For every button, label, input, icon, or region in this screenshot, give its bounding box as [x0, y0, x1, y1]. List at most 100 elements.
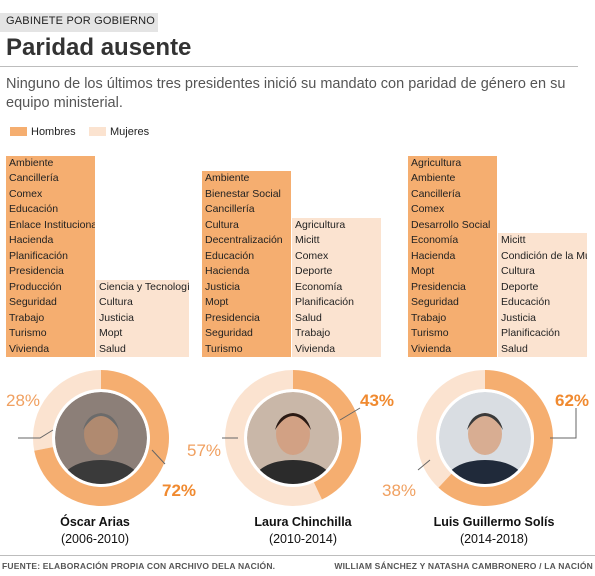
- president-term: (2010-2014): [268, 532, 338, 546]
- men-ministry-cell: Ambiente: [408, 171, 497, 187]
- leader-line-men: [550, 408, 577, 439]
- men-ministry-cell: Ambiente: [202, 171, 291, 187]
- legend-swatch-men: [10, 127, 27, 136]
- women-ministry-cell: Cultura: [96, 295, 189, 311]
- president-name: Óscar Arias: [60, 515, 130, 529]
- men-ministry-cell: Trabajo: [6, 310, 95, 326]
- women-ministry-cell: Planificación: [292, 295, 381, 311]
- women-ministry-cell: Deporte: [498, 279, 587, 295]
- leader-line-men: [339, 407, 361, 421]
- men-ministry-cell: Presidencia: [408, 279, 497, 295]
- portrait-photo: [55, 392, 147, 484]
- legend-label-men: Hombres: [31, 126, 76, 138]
- donut-1: 28% 72%: [6, 370, 196, 506]
- men-pct-label: 62%: [555, 391, 589, 410]
- women-ministry-cell: Mopt: [96, 326, 189, 342]
- portrait-photo: [247, 392, 339, 484]
- men-ministry-cell: Turismo: [202, 341, 291, 357]
- men-ministry-cell: Decentralización: [202, 233, 291, 249]
- men-ministry-cell: Ambiente: [6, 155, 95, 171]
- women-ministry-cell: Deporte: [292, 264, 381, 280]
- women-pct-label: 28%: [6, 391, 40, 410]
- men-ministry-cell: Seguridad: [408, 295, 497, 311]
- men-ministry-cell: Vivienda: [408, 341, 497, 357]
- donut-slice-women: [33, 370, 101, 451]
- men-ministry-cell: Agricultura: [408, 155, 497, 171]
- men-pct-label: 72%: [162, 481, 196, 500]
- women-ministry-cell: Justicia: [96, 310, 189, 326]
- men-ministry-cell: Comex: [408, 202, 497, 218]
- men-ministry-cell: Presidencia: [202, 310, 291, 326]
- subtitle: Ninguno de los últimos tres presidentes …: [6, 76, 566, 111]
- men-ministry-cell: Educación: [202, 248, 291, 264]
- men-ministry-cell: Bienestar Social: [202, 186, 291, 202]
- leader-line-women: [417, 459, 431, 471]
- men-pct-label: 43%: [360, 391, 394, 410]
- men-ministry-cell: Mopt: [408, 264, 497, 280]
- men-ministry-cell: Enlace Institucional: [6, 217, 95, 233]
- men-ministry-cell: Hacienda: [202, 264, 291, 280]
- men-ministry-cell: Justicia: [202, 279, 291, 295]
- kicker: GABINETE POR GOBIERNO: [6, 15, 156, 27]
- donut-slice-men: [438, 370, 553, 506]
- donut-slice-women: [417, 370, 485, 488]
- men-ministry-cell: Desarrollo Social: [408, 217, 497, 233]
- men-ministry-cell: Hacienda: [408, 248, 497, 264]
- women-ministry-cell: Planificación: [498, 326, 587, 342]
- men-ministry-cell: Turismo: [408, 326, 497, 342]
- women-ministry-cell: Justicia: [498, 310, 587, 326]
- women-ministry-cell: Economía: [292, 279, 381, 295]
- men-ministry-cell: Seguridad: [6, 295, 95, 311]
- kicker-bar: [0, 13, 158, 32]
- women-ministry-cell: Vivienda: [292, 341, 381, 357]
- donut-3: 38% 62%: [382, 370, 589, 506]
- portrait-photo: [439, 392, 531, 484]
- footer-divider: [0, 555, 595, 556]
- president-term: (2006-2010): [60, 532, 130, 546]
- president-name: Laura Chinchilla: [254, 515, 352, 529]
- men-ministry-cell: Producción: [6, 279, 95, 295]
- women-ministry-cell: Micitt: [498, 233, 587, 249]
- credit-note: WILLIAM SÁNCHEZ Y NATASHA CAMBRONERO / L…: [334, 561, 593, 571]
- women-ministry-cell: Cultura: [498, 264, 587, 280]
- legend-item-women: Mujeres: [89, 126, 149, 138]
- legend-label-women: Mujeres: [110, 126, 150, 138]
- women-ministry-cell: Micitt: [292, 233, 381, 249]
- donut-slice-women: [225, 370, 322, 506]
- men-ministry-cell: Economía: [408, 233, 497, 249]
- women-ministry-cell: Salud: [498, 341, 587, 357]
- women-ministry-cell: Educación: [498, 295, 587, 311]
- president-term: (2014-2018): [459, 532, 529, 546]
- donut-2: 57% 43%: [187, 370, 394, 506]
- men-ministry-cell: Turismo: [6, 326, 95, 342]
- men-ministry-cell: Mopt: [202, 295, 291, 311]
- leader-line-women: [18, 429, 54, 439]
- legend-item-men: Hombres: [10, 126, 76, 138]
- men-ministry-cell: Seguridad: [202, 326, 291, 342]
- title-divider: [0, 66, 578, 67]
- page-title: Paridad ausente: [6, 34, 192, 61]
- source-note: FUENTE: ELABORACIÓN PROPIA CON ARCHIVO D…: [2, 561, 276, 571]
- men-ministry-cell: Cancillería: [6, 171, 95, 187]
- women-ministry-cell: Salud: [292, 310, 381, 326]
- women-ministry-cell: Trabajo: [292, 326, 381, 342]
- women-ministry-cell: Agricultura: [292, 217, 381, 233]
- women-ministry-cell: Comex: [292, 248, 381, 264]
- men-ministry-cell: Vivienda: [6, 341, 95, 357]
- men-ministry-cell: Hacienda: [6, 233, 95, 249]
- women-ministry-cell: Condición de la Mujer: [498, 248, 587, 264]
- women-ministry-cell: Ciencia y Tecnología: [96, 279, 189, 295]
- men-ministry-cell: Trabajo: [408, 310, 497, 326]
- men-ministry-cell: Planificación: [6, 248, 95, 264]
- women-pct-label: 38%: [382, 481, 416, 500]
- legend-swatch-women: [89, 127, 106, 136]
- president-name: Luis Guillermo Solís: [433, 515, 555, 529]
- men-ministry-cell: Cancillería: [202, 202, 291, 218]
- donut-slice-men: [293, 370, 361, 500]
- men-ministry-cell: Cultura: [202, 217, 291, 233]
- women-pct-label: 57%: [187, 441, 221, 460]
- donut-charts: 28% 72% 57% 43% 38% 62%: [6, 370, 589, 506]
- men-ministry-cell: Cancillería: [408, 186, 497, 202]
- men-ministry-cell: Educación: [6, 202, 95, 218]
- men-ministry-cell: Comex: [6, 186, 95, 202]
